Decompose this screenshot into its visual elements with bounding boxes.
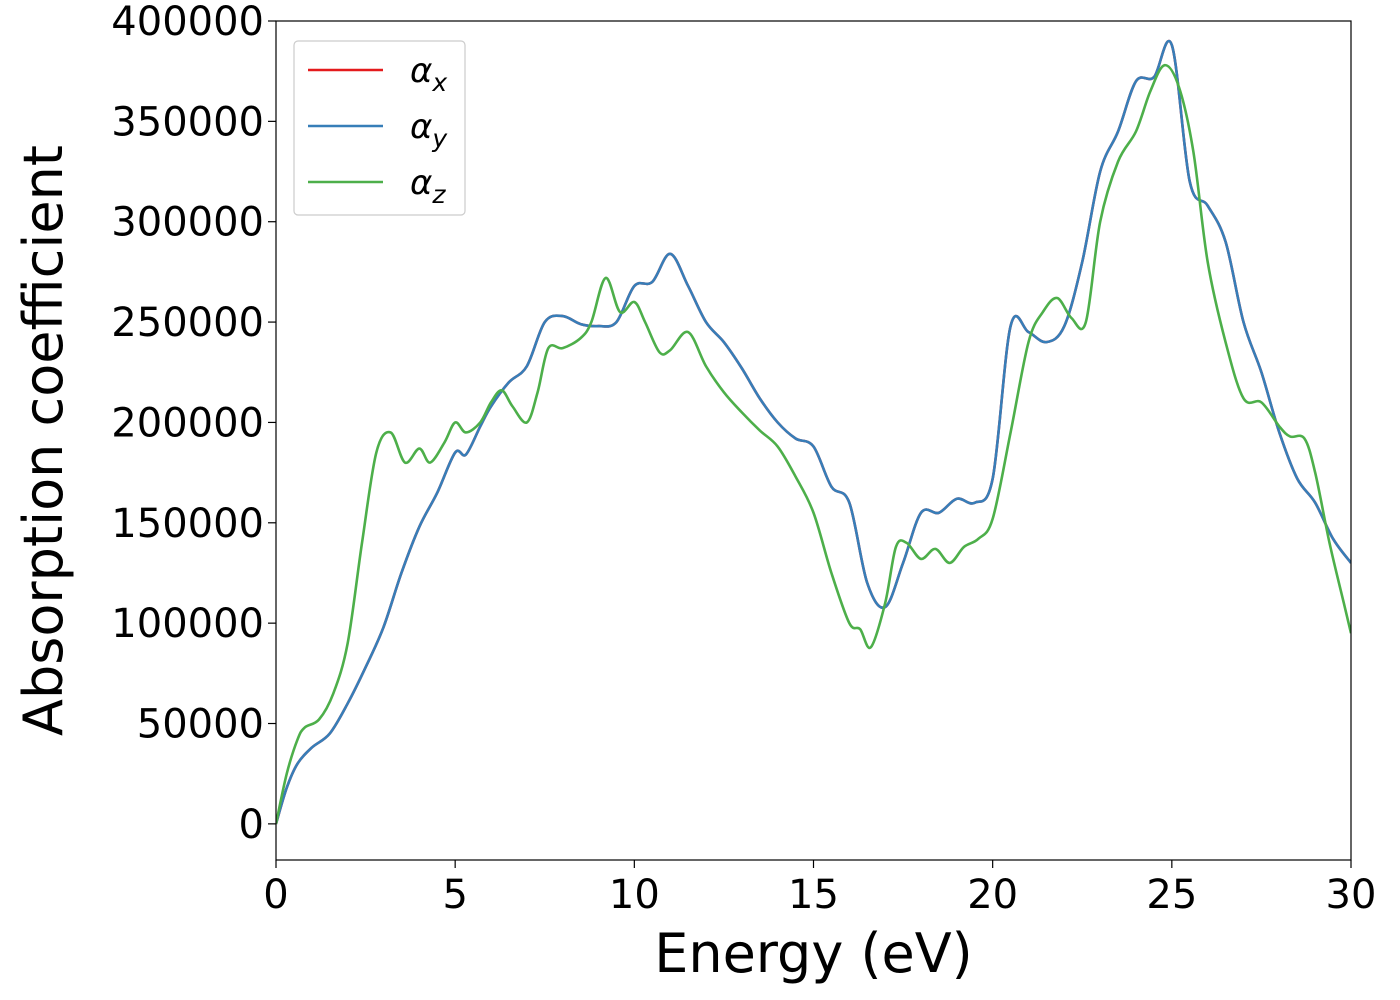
x-tick-label: 0: [263, 872, 288, 918]
x-axis-title: Energy (eV): [654, 922, 973, 985]
y-tick-label: 300000: [111, 200, 264, 246]
y-tick-label: 350000: [111, 99, 264, 145]
legend-label: αy: [410, 107, 448, 153]
legend: αx αy αz: [293, 40, 466, 216]
y-tick-label: 250000: [111, 300, 264, 346]
x-axis-ticks: 0 5 10 15 20 25 30: [263, 860, 1376, 918]
legend-box: [293, 40, 466, 216]
x-tick-label: 20: [967, 872, 1018, 918]
series-line-1: [276, 40, 1351, 825]
y-axis-title: Absorption coefficient: [12, 145, 75, 736]
y-tick-label: 50000: [137, 702, 264, 748]
y-axis-ticks: 0 50000 100000 150000 200000 250000 300000 3500…: [111, 0, 276, 848]
y-tick-label: 400000: [111, 0, 264, 45]
y-tick-label: 200000: [111, 400, 264, 446]
legend-label: αz: [410, 163, 446, 209]
legend-label: αx: [410, 51, 447, 97]
y-tick-label: 100000: [111, 601, 264, 647]
x-tick-label: 15: [788, 872, 839, 918]
x-tick-label: 30: [1326, 872, 1377, 918]
x-tick-label: 10: [609, 872, 660, 918]
plot-lines: [276, 40, 1351, 825]
y-tick-label: 0: [239, 802, 264, 848]
y-tick-label: 150000: [111, 501, 264, 547]
x-tick-label: 5: [442, 872, 467, 918]
series-line-2: [276, 63, 1351, 825]
x-tick-label: 25: [1146, 872, 1197, 918]
